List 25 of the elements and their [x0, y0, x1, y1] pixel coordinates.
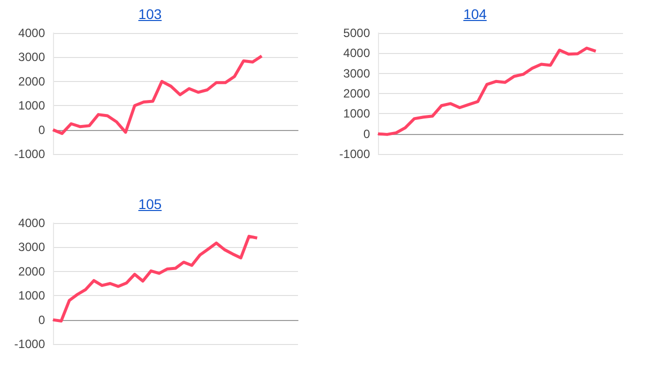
chart-title: 105	[137, 196, 163, 212]
line-series	[376, 46, 598, 136]
line-series	[52, 54, 264, 135]
y-tick-label: 5000	[343, 26, 370, 40]
y-tick-label: 3000	[18, 240, 46, 254]
y-tick-label: 2000	[18, 74, 46, 88]
chart-title: 104	[462, 6, 488, 22]
y-tick-label: 0	[38, 312, 46, 327]
y-tick-label: 1000	[343, 106, 370, 121]
y-tick-label: 3000	[343, 66, 370, 80]
y-tick-label: 0	[38, 122, 46, 137]
y-tick-label: -1000	[14, 147, 46, 161]
y-tick-label: 1000	[18, 98, 46, 113]
y-tick-label: 4000	[18, 216, 46, 230]
y-tick-label: -1000	[14, 337, 46, 351]
line-series	[52, 234, 259, 323]
y-tick-label: 0	[363, 126, 370, 141]
y-tick-label: 2000	[343, 86, 370, 100]
y-tick-label: -1000	[339, 147, 370, 161]
chart-title: 103	[137, 6, 163, 22]
y-tick-label: 2000	[18, 264, 46, 278]
y-tick-label: 4000	[343, 46, 370, 60]
y-tick-label: 3000	[18, 50, 46, 64]
y-tick-label: 4000	[18, 26, 46, 40]
y-tick-label: 1000	[18, 288, 46, 303]
